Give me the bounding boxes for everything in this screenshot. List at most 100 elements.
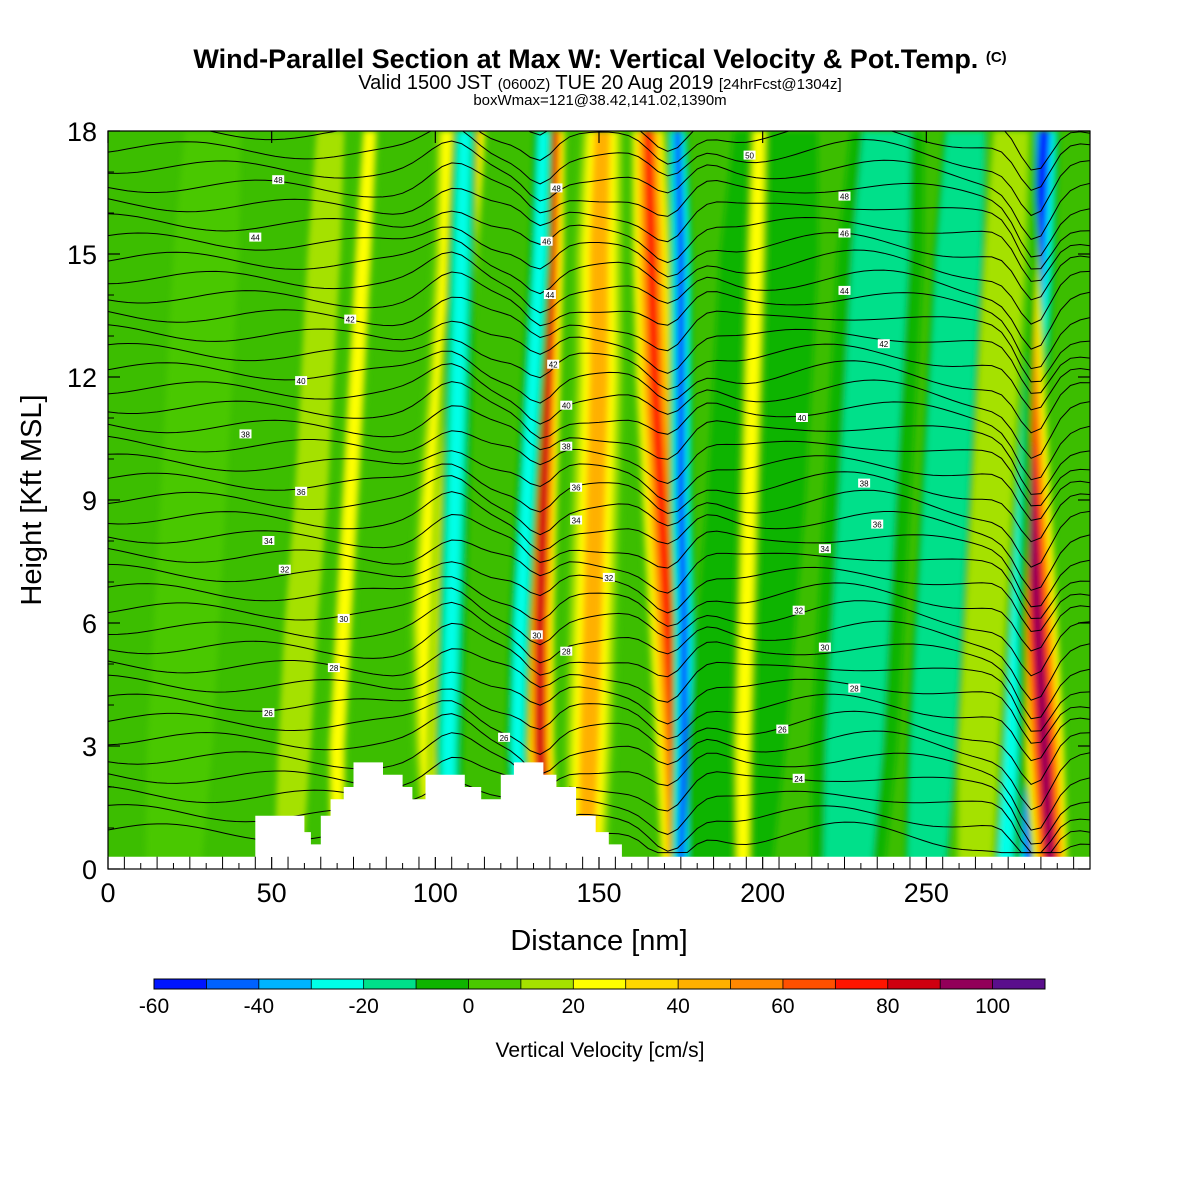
- colorbar-tick-label: -60: [139, 995, 169, 1018]
- colorbar-tick-label: -40: [244, 995, 274, 1018]
- velocity-band-18: [907, 131, 985, 869]
- isentrope-line: [108, 271, 1090, 370]
- isentrope-line: [108, 648, 1090, 732]
- colorbar-swatch: [468, 979, 521, 989]
- isentrope-label: 48: [552, 184, 561, 193]
- isentrope-label-bg: [344, 314, 357, 324]
- isentrope-label-bg: [550, 183, 563, 193]
- isentrope-line: [108, 513, 1090, 608]
- isentrope-label-bg: [547, 359, 560, 369]
- isentrope-line: [108, 350, 1090, 434]
- isentrope-label: 26: [500, 734, 509, 743]
- velocity-band-5: [579, 131, 610, 869]
- colorbar-tick-label: 0: [463, 995, 475, 1018]
- x-tick-label: 150: [576, 878, 621, 908]
- isentrope-label: 48: [840, 193, 849, 202]
- velocity-band-14: [274, 131, 344, 869]
- chart-title: Wind-Parallel Section at Max W: Vertical…: [0, 44, 1200, 75]
- isentrope-label: 32: [280, 566, 289, 575]
- isentrope-line: [108, 237, 1090, 325]
- colorbar-swatch: [835, 979, 888, 989]
- isentrope-line: [108, 561, 1090, 633]
- isentrope-label-bg: [337, 613, 350, 623]
- chart-title-text: Wind-Parallel Section at Max W: Vertical…: [193, 44, 979, 74]
- isentrope-label-bg: [262, 708, 275, 718]
- isentrope-line: [108, 732, 1090, 831]
- isentrope-label-bg: [570, 482, 583, 492]
- isentrope-label: 26: [264, 709, 273, 718]
- forecast-text: [24hrFcst@1304z]: [718, 76, 842, 93]
- colorbar-tick-label: 100: [975, 995, 1010, 1018]
- colorbar-swatch: [992, 979, 1045, 989]
- isentrope-label-bg: [795, 413, 808, 422]
- chart-subtitle: Valid 1500 JST (0600Z) TUE 20 Aug 2019 […: [0, 72, 1200, 95]
- colorbar-tick-label: 60: [771, 995, 794, 1018]
- isentrope-line: [108, 131, 1090, 217]
- colorbar-swatch: [625, 979, 679, 989]
- isentrope-label-bg: [295, 376, 308, 386]
- isentrope-label: 38: [562, 443, 571, 452]
- colorbar-swatch: [573, 979, 626, 989]
- isentrope-label: 24: [794, 775, 803, 784]
- isentrope-label: 46: [542, 238, 551, 247]
- isentrope-label: 48: [274, 176, 283, 185]
- isentrope-line: [108, 539, 1090, 620]
- isentrope-line: [108, 622, 1090, 720]
- x-axis-label: Distance [nm]: [510, 925, 687, 957]
- isentrope-label: 36: [873, 521, 882, 530]
- isentrope-label-bg: [776, 724, 789, 734]
- velocity-band-13: [331, 131, 375, 869]
- isentrope-label: 40: [297, 377, 306, 386]
- y-tick-label: 18: [67, 117, 97, 147]
- isentrope-label-bg: [278, 564, 291, 574]
- colorbar-swatch: [678, 979, 731, 989]
- terrain: [108, 762, 1090, 869]
- colorbar-tick-label: 40: [666, 995, 689, 1018]
- isentrope-line: [108, 405, 1090, 495]
- isentrope-label-bg: [838, 228, 851, 238]
- isentrope-label-bg: [570, 515, 583, 525]
- colorbar-frame: [153, 978, 1046, 990]
- isentrope-line: [108, 140, 1090, 240]
- isentrope-label-bg: [560, 646, 573, 656]
- isentrope-label-bg: [871, 519, 884, 529]
- isentrope-label: 42: [346, 316, 355, 325]
- isentrope-label: 32: [794, 607, 803, 616]
- colorbar-swatch: [782, 979, 836, 989]
- y-tick-label: 0: [82, 855, 97, 885]
- isentrope-line: [108, 587, 1090, 677]
- isentrope-label: 30: [339, 615, 348, 624]
- isentrope-label: 26: [778, 726, 787, 735]
- isentrope-line: [108, 671, 1090, 744]
- x-tick-label: 0: [100, 878, 115, 908]
- isentrope-label-bg: [272, 175, 285, 185]
- velocity-band-15: [736, 131, 765, 869]
- isentrope-label-bg: [327, 663, 340, 673]
- velocity-band-3: [536, 131, 557, 869]
- isentrope-label-bg: [838, 285, 851, 295]
- valid-time-text: Valid 1500 JST: [358, 72, 493, 94]
- isentrope-label: 28: [562, 648, 571, 657]
- isentrope-label-bg: [792, 605, 805, 615]
- isentrope-label: 42: [879, 340, 888, 349]
- copyright-mark: (C): [985, 49, 1007, 66]
- isentrope-line: [108, 320, 1090, 394]
- y-tick-label: 9: [82, 486, 97, 516]
- y-axis-label: Height [Kft MSL]: [16, 394, 48, 605]
- isentrope-line: [108, 210, 1090, 282]
- isentrope-label: 28: [850, 685, 859, 694]
- isentrope-line: [108, 475, 1090, 568]
- valid-date-text: TUE 20 Aug 2019: [555, 72, 714, 94]
- isentrope-line: [108, 251, 1090, 350]
- isentrope-line: [108, 756, 1090, 845]
- isentrope-label: 44: [840, 287, 849, 296]
- isentrope-label-bg: [498, 732, 511, 742]
- isentrope-line: [108, 576, 1090, 652]
- isentrope-label: 34: [264, 537, 273, 546]
- isentrope-label-bg: [848, 683, 861, 693]
- isentrope-label: 40: [562, 402, 571, 411]
- plot-area: 48 44 42 40 38 36 34 32 30 28 26 48 46 44 42 40 38 36 34 32…: [108, 131, 1090, 869]
- colorbar-swatch: [730, 979, 783, 989]
- isentrope-line: [108, 162, 1090, 258]
